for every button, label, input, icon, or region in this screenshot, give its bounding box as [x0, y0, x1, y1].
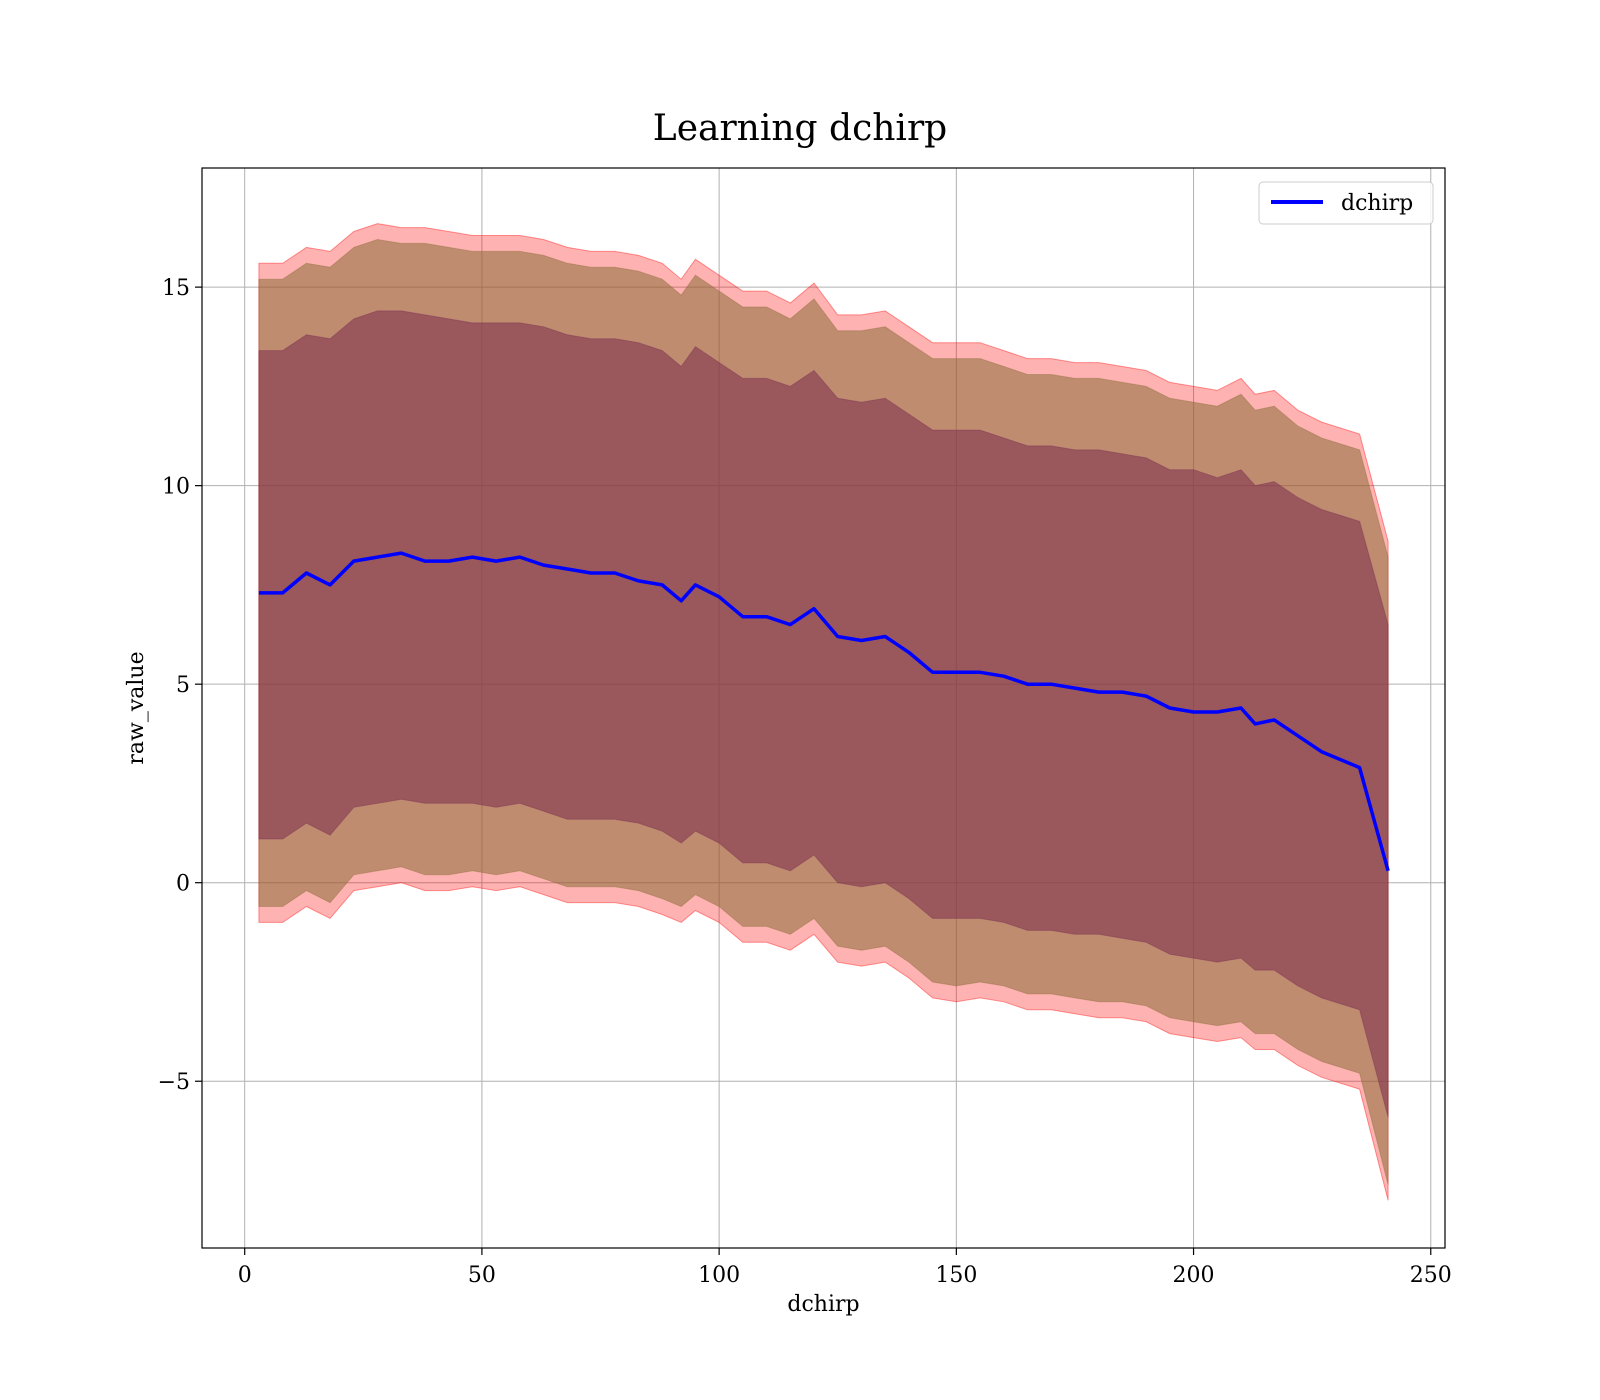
y-tick-label: 15: [162, 276, 190, 301]
y-axis-label: raw_value: [124, 651, 149, 764]
x-tick-label: 200: [1173, 1263, 1215, 1288]
chart-title: Learning dchirp: [653, 108, 947, 149]
plot-frame: [201, 167, 1446, 1249]
x-tick-label: 100: [698, 1263, 740, 1288]
line-layer: [258, 551, 1390, 872]
y-tick-label: 10: [162, 475, 190, 500]
x-tick-label: 150: [935, 1263, 977, 1288]
series-line-dchirp: [258, 551, 1390, 872]
y-tick-label: 5: [176, 673, 190, 698]
inner-band: [258, 310, 1389, 1118]
legend-box: [1258, 181, 1434, 225]
y-tick-label: 0: [176, 872, 190, 897]
tick-layer: 0 50 100 150 200 250 −5 0 5 10 15: [158, 276, 1452, 1288]
x-axis-label: dchirp: [787, 1292, 859, 1317]
legend-label: dchirp: [1341, 191, 1413, 216]
x-tick-label: 250: [1410, 1263, 1452, 1288]
y-tick-label: −5: [158, 1070, 190, 1095]
legend: dchirp: [1258, 181, 1434, 225]
x-tick-label: 50: [468, 1263, 496, 1288]
x-tick-label: 0: [238, 1263, 252, 1288]
band-layer: [258, 223, 1389, 1201]
